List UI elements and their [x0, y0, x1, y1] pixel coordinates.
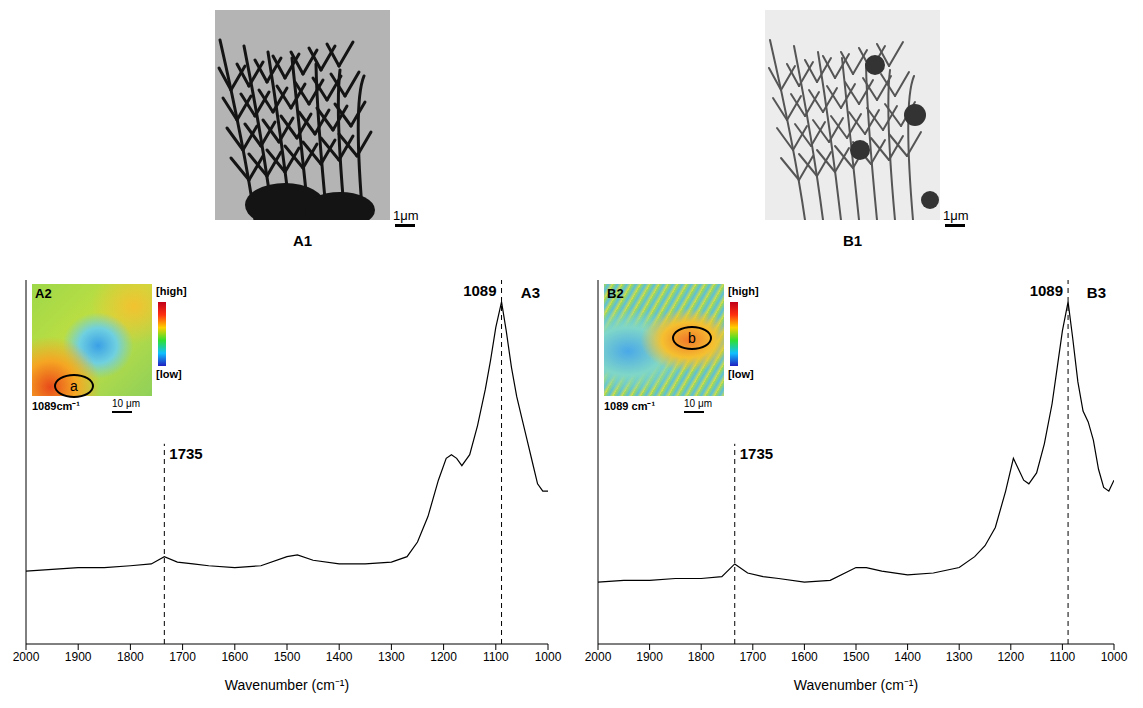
html-text:A1: A1 — [292, 232, 313, 249]
html-text:A3: A3 — [520, 284, 540, 301]
html-text:[high]: [high] — [728, 285, 759, 297]
svg-text:1200: 1200 — [430, 650, 457, 664]
svg-text:2000: 2000 — [13, 650, 40, 664]
svg-text:1735: 1735 — [169, 445, 202, 462]
html-text:1089cm⁻¹: 1089cm⁻¹ — [32, 400, 80, 412]
html-text:1μm: 1μm — [393, 208, 419, 223]
svg-text:1800: 1800 — [117, 650, 144, 664]
svg-text:2000: 2000 — [585, 650, 612, 664]
html-text:B3: B3 — [1086, 284, 1106, 301]
html-text:[low]: [low] — [728, 368, 754, 380]
svg-text:1800: 1800 — [688, 650, 715, 664]
html-text:a: a — [70, 378, 78, 394]
svg-text:1600: 1600 — [221, 650, 248, 664]
svg-text:1400: 1400 — [894, 650, 921, 664]
svg-text:1500: 1500 — [274, 650, 301, 664]
svg-text:1089: 1089 — [463, 282, 496, 299]
html-text:10 μm: 10 μm — [684, 398, 712, 409]
svg-text:1600: 1600 — [791, 650, 818, 664]
svg-text:1500: 1500 — [843, 650, 870, 664]
html-text:b: b — [688, 330, 696, 346]
svg-text:1100: 1100 — [483, 650, 509, 664]
svg-text:1089: 1089 — [1030, 282, 1063, 299]
html-text:B1: B1 — [842, 232, 863, 249]
svg-text:1300: 1300 — [378, 650, 405, 664]
svg-text:1400: 1400 — [326, 650, 353, 664]
svg-text:1000: 1000 — [535, 650, 562, 664]
html-text:[high]: [high] — [156, 285, 187, 297]
svg-text:Wavenumber (cm⁻¹): Wavenumber (cm⁻¹) — [794, 677, 918, 693]
svg-text:1200: 1200 — [997, 650, 1024, 664]
svg-text:1735: 1735 — [740, 445, 773, 462]
svg-text:1900: 1900 — [65, 650, 92, 664]
svg-text:1000: 1000 — [1101, 650, 1128, 664]
html-text:10 μm: 10 μm — [112, 398, 140, 409]
svg-text:1300: 1300 — [946, 650, 973, 664]
svg-text:Wavenumber (cm⁻¹): Wavenumber (cm⁻¹) — [225, 677, 349, 693]
svg-text:1700: 1700 — [169, 650, 196, 664]
svg-text:1900: 1900 — [636, 650, 663, 664]
html-text:1μm: 1μm — [943, 208, 969, 223]
svg-text:1700: 1700 — [739, 650, 766, 664]
html-text:[low]: [low] — [156, 368, 182, 380]
svg-text:1100: 1100 — [1049, 650, 1075, 664]
html-text:1089 cm⁻¹: 1089 cm⁻¹ — [604, 400, 656, 412]
html-text:A2: A2 — [35, 286, 52, 301]
html-text:B2: B2 — [607, 286, 624, 301]
